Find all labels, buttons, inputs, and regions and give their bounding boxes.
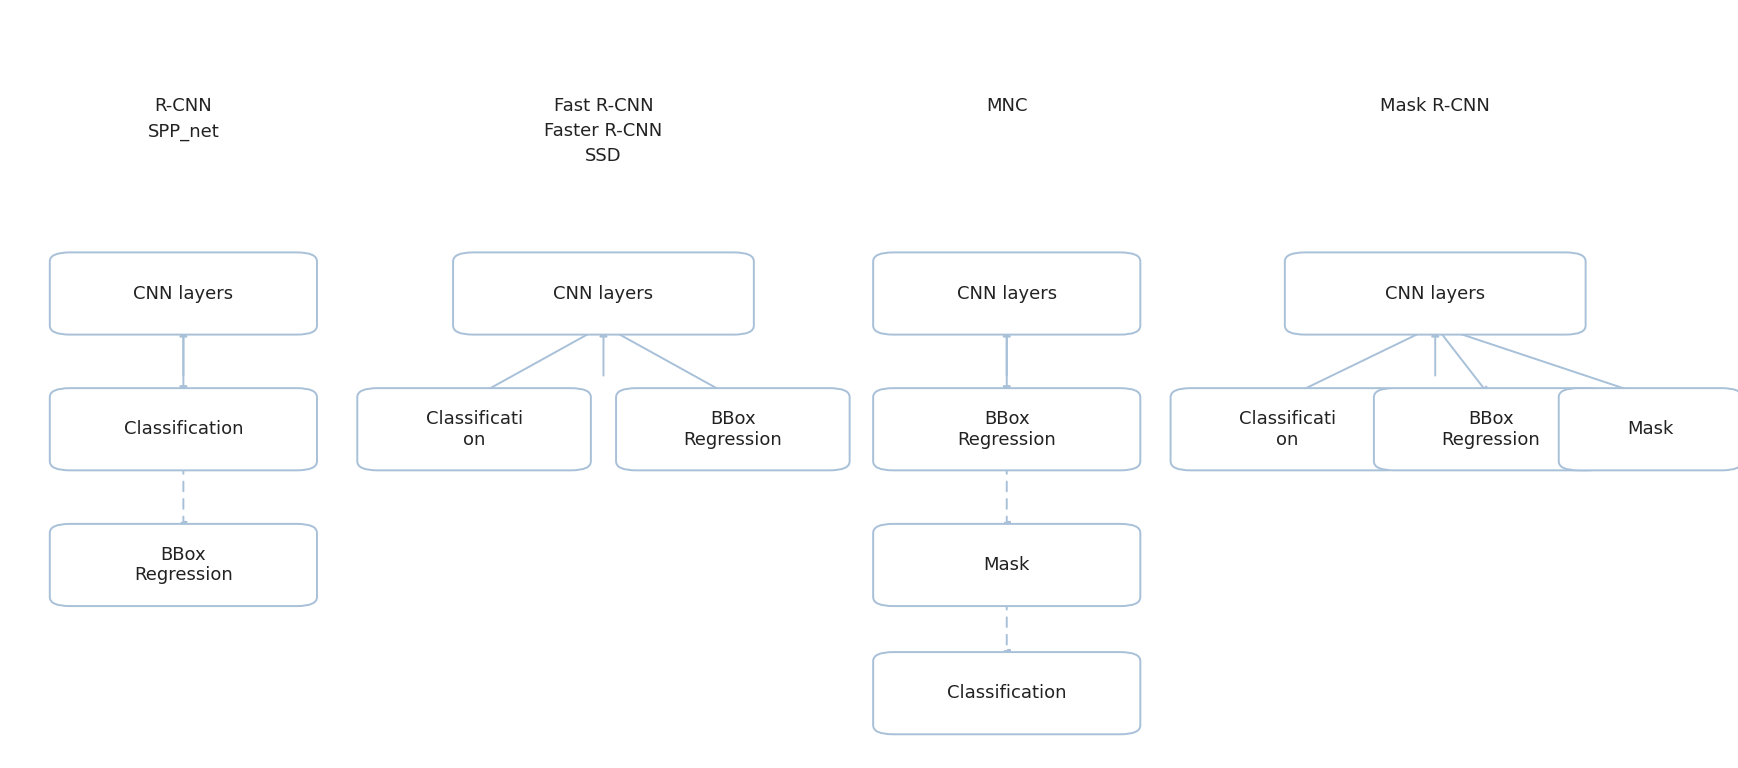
Text: CNN layers: CNN layers bbox=[134, 284, 233, 303]
Text: BBox
Regression: BBox Regression bbox=[958, 410, 1057, 449]
Text: Classificati
on: Classificati on bbox=[1239, 410, 1337, 449]
FancyBboxPatch shape bbox=[50, 388, 316, 470]
FancyBboxPatch shape bbox=[454, 253, 754, 335]
Text: BBox
Regression: BBox Regression bbox=[1441, 410, 1540, 449]
Text: MNC: MNC bbox=[985, 98, 1027, 115]
Text: R-CNN
SPP_net: R-CNN SPP_net bbox=[148, 98, 219, 141]
FancyBboxPatch shape bbox=[1559, 388, 1738, 470]
FancyBboxPatch shape bbox=[358, 388, 591, 470]
FancyBboxPatch shape bbox=[872, 524, 1140, 606]
FancyBboxPatch shape bbox=[615, 388, 850, 470]
Text: CNN layers: CNN layers bbox=[553, 284, 653, 303]
Text: Mask: Mask bbox=[1627, 420, 1674, 439]
FancyBboxPatch shape bbox=[872, 652, 1140, 734]
Text: Mask: Mask bbox=[984, 556, 1031, 574]
Text: Classificati
on: Classificati on bbox=[426, 410, 523, 449]
FancyBboxPatch shape bbox=[872, 388, 1140, 470]
FancyBboxPatch shape bbox=[1171, 388, 1404, 470]
FancyBboxPatch shape bbox=[50, 253, 316, 335]
Text: BBox
Regression: BBox Regression bbox=[134, 545, 233, 584]
Text: CNN layers: CNN layers bbox=[1385, 284, 1486, 303]
Text: BBox
Regression: BBox Regression bbox=[683, 410, 782, 449]
FancyBboxPatch shape bbox=[50, 524, 316, 606]
FancyBboxPatch shape bbox=[1284, 253, 1585, 335]
Text: CNN layers: CNN layers bbox=[956, 284, 1057, 303]
Text: Fast R-CNN
Faster R-CNN
SSD: Fast R-CNN Faster R-CNN SSD bbox=[544, 98, 662, 165]
FancyBboxPatch shape bbox=[1375, 388, 1608, 470]
Text: Classification: Classification bbox=[123, 420, 243, 439]
Text: Classification: Classification bbox=[947, 684, 1067, 702]
Text: Mask R-CNN: Mask R-CNN bbox=[1380, 98, 1489, 115]
FancyBboxPatch shape bbox=[872, 253, 1140, 335]
